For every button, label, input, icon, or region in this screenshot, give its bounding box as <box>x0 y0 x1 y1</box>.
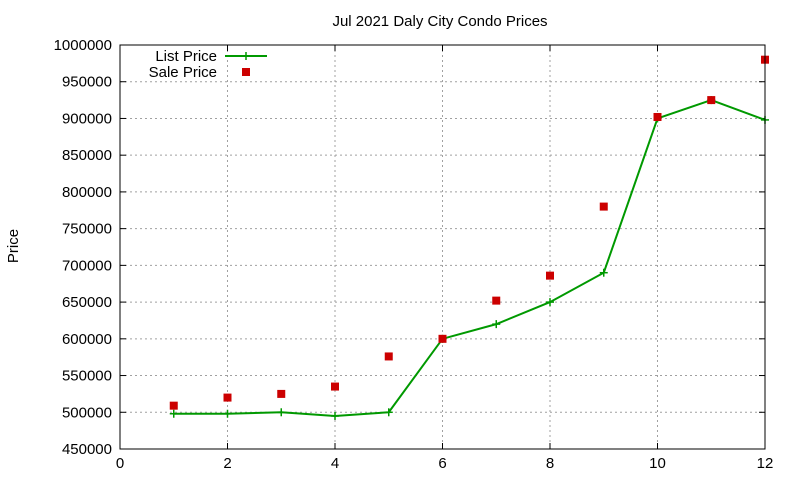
y-tick-label: 550000 <box>62 368 112 385</box>
y-tick-label: 850000 <box>62 147 112 164</box>
y-tick-label: 950000 <box>62 74 112 91</box>
data-point-sale-price <box>599 202 608 211</box>
y-tick-label: 1000000 <box>54 37 112 54</box>
data-point-sale-price <box>653 112 662 121</box>
data-point-list-price <box>331 411 339 420</box>
x-tick-label: 4 <box>331 455 339 472</box>
legend-label: Sale Price <box>149 64 217 81</box>
chart-title: Jul 2021 Daly City Condo Prices <box>332 13 547 30</box>
data-point-list-price <box>277 408 286 417</box>
data-point-list-price <box>492 320 501 329</box>
series-line-list-price <box>173 99 766 417</box>
legend-swatch-marker <box>242 68 250 76</box>
y-tick-label: 900000 <box>62 110 112 127</box>
data-point-list-price <box>546 298 554 307</box>
data-point-list-price <box>223 409 232 418</box>
data-point-sale-price <box>438 334 447 343</box>
data-point-sale-price <box>707 96 716 105</box>
legend-label: List Price <box>155 48 217 65</box>
x-axis: 0 2 4 6 8 10 12 <box>116 45 774 472</box>
y-tick-label: 500000 <box>62 404 112 421</box>
y-tick-label: 700000 <box>62 257 112 274</box>
plot-frame <box>119 44 766 450</box>
data-point-sale-price <box>384 352 393 361</box>
data-point-list-price <box>169 409 178 418</box>
x-tick-label: 8 <box>546 455 554 472</box>
x-tick-label: 0 <box>116 455 124 472</box>
data-point-sale-price <box>331 382 339 391</box>
y-tick-label: 650000 <box>62 294 112 311</box>
y-tick-label: 750000 <box>62 221 112 238</box>
y-axis: 450000 500000 550000 600000 650000 700000 7500… <box>54 37 765 458</box>
data-point-sale-price <box>546 271 554 280</box>
x-tick-label: 10 <box>649 455 666 472</box>
y-axis-label: Price <box>5 229 22 263</box>
data-point-sale-price <box>169 401 178 410</box>
data-point-sale-price <box>223 393 232 402</box>
y-tick-label: 800000 <box>62 184 112 201</box>
data-point-sale-price <box>492 296 501 305</box>
x-tick-label: 2 <box>223 455 231 472</box>
data-point-sale-price <box>277 389 286 398</box>
series-layer <box>169 55 769 420</box>
data-point-list-price <box>384 408 393 417</box>
x-tick-label: 12 <box>757 455 774 472</box>
legend-swatch-marker <box>242 52 250 60</box>
y-tick-label: 600000 <box>62 331 112 348</box>
data-point-list-price <box>599 268 608 277</box>
grid <box>120 45 765 449</box>
y-tick-label: 450000 <box>62 441 112 458</box>
x-tick-label: 6 <box>438 455 446 472</box>
